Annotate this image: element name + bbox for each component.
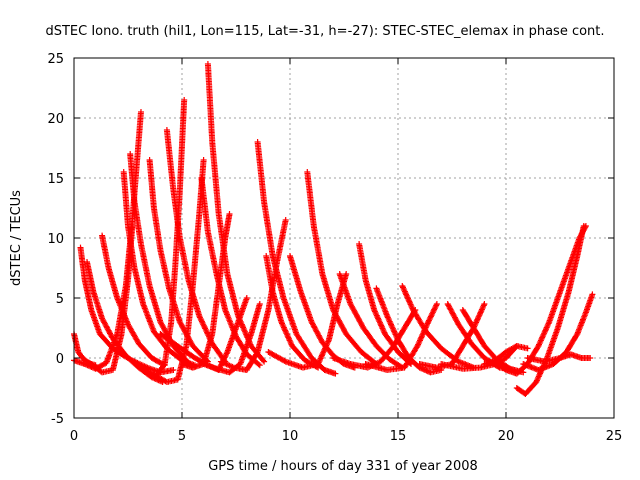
y-tick-label: 10 xyxy=(47,232,64,247)
series-37 xyxy=(524,351,594,365)
data-points xyxy=(71,61,596,397)
series-25 xyxy=(356,241,414,367)
series-markers xyxy=(120,169,198,369)
y-axis-label: dSTEC / TECUs xyxy=(9,190,24,286)
x-tick-label: 0 xyxy=(70,429,78,444)
y-tick-label: 15 xyxy=(47,172,64,187)
series-markers xyxy=(263,253,322,371)
tick-labels: 0 5 10 15 20 25 -5 0 5 10 15 20 25 xyxy=(47,52,622,444)
series-markers xyxy=(362,301,440,373)
x-tick-label: 15 xyxy=(390,429,407,444)
series-29 xyxy=(399,283,477,371)
series-23 xyxy=(265,271,350,371)
x-tick-label: 25 xyxy=(606,429,623,444)
x-tick-label: 10 xyxy=(282,429,299,444)
series-38 xyxy=(481,343,531,367)
series-markers xyxy=(356,241,414,367)
y-tick-label: 25 xyxy=(47,52,64,67)
x-tick-label: 20 xyxy=(498,429,515,444)
series-markers xyxy=(254,139,339,377)
series-24 xyxy=(336,271,406,371)
y-tick-label: -5 xyxy=(51,412,64,427)
chart-title: dSTEC Iono. truth (hil1, Lon=115, Lat=-3… xyxy=(45,24,604,39)
axis-ticks xyxy=(73,57,615,419)
series-markers xyxy=(481,343,531,367)
series-7 xyxy=(120,169,198,369)
y-tick-label: 0 xyxy=(56,352,64,367)
series-markers xyxy=(336,271,406,371)
series-20 xyxy=(263,253,322,371)
y-tick-label: 20 xyxy=(47,112,64,127)
series-18 xyxy=(254,139,339,377)
y-tick-label: 5 xyxy=(56,292,64,307)
x-tick-label: 5 xyxy=(178,429,186,444)
series-28 xyxy=(362,301,440,373)
series-markers xyxy=(265,271,350,371)
series-markers xyxy=(204,61,268,365)
series-14 xyxy=(204,61,268,365)
x-axis-label: GPS time / hours of day 331 of year 2008 xyxy=(208,459,478,474)
series-markers xyxy=(524,351,594,365)
series-markers xyxy=(399,283,477,371)
